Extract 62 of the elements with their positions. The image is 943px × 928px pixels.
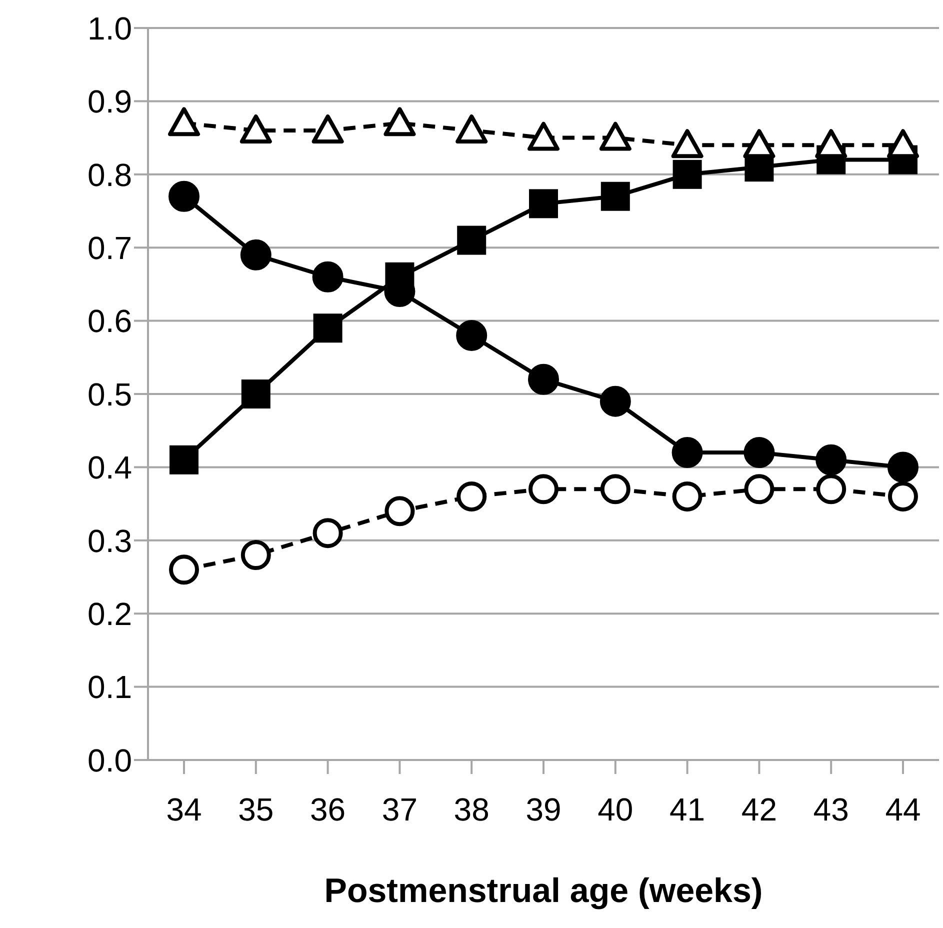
x-tick-label: 41 [670,792,706,828]
x-tick-label: 38 [454,792,490,828]
point [168,180,200,212]
point [528,364,559,395]
y-tick-label: 0.1 [88,669,132,706]
x-tick-label: 36 [310,792,346,828]
x-tick-label: 44 [885,792,921,828]
point [384,107,416,136]
point [672,160,702,189]
point [816,474,846,504]
point [599,122,632,151]
point [528,122,560,151]
point [529,189,558,218]
point [816,444,847,476]
x-tick-label: 42 [741,792,777,828]
point [240,239,272,270]
point [743,129,776,158]
x-tick-label: 37 [382,792,418,828]
point [887,129,919,158]
x-tick-label: 39 [526,792,562,828]
y-tick-label: 0.3 [88,522,132,559]
point [240,540,271,570]
point [456,320,488,351]
y-tick-label: 0.4 [88,450,132,486]
point [744,437,775,468]
point [600,182,630,211]
point [312,518,343,548]
point [241,380,270,408]
point [815,129,848,158]
point [888,481,918,512]
point [528,474,558,504]
x-tick-label: 35 [238,792,274,828]
y-tick-label: 0.7 [88,230,132,266]
y-tick-label: 0.0 [88,742,132,778]
point [600,474,630,504]
x-tick-label: 34 [166,792,202,828]
point [457,226,486,255]
y-tick-label: 0.5 [88,376,132,412]
y-tick-label: 0.9 [88,84,132,120]
x-tick-label: 43 [813,792,849,828]
point [456,481,487,512]
point [671,129,704,158]
x-axis-title: Postmenstrual age (weeks) [324,872,763,910]
y-tick-label: 0.8 [88,156,132,193]
point [313,314,342,343]
x-tick-label: 40 [598,792,634,828]
point [168,107,200,136]
point [169,554,199,585]
point [672,481,702,512]
point [600,386,631,417]
point [384,496,415,526]
point [240,114,272,144]
point [170,445,198,474]
point [456,114,488,144]
point [888,452,918,483]
point [744,474,774,504]
y-tick-label: 0.6 [88,303,132,340]
y-tick-label: 0.2 [88,596,132,632]
point [312,261,344,292]
point [672,437,703,468]
point [312,114,344,144]
y-tick-label: 1.0 [88,10,132,46]
